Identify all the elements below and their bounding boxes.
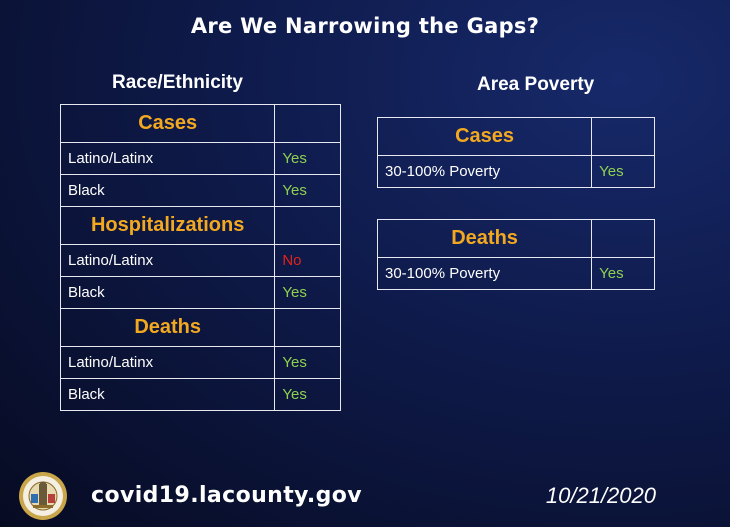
table-row: Black Yes: [59, 378, 341, 411]
section-header-row: Hospitalizations: [59, 206, 341, 245]
table-row: Latino/Latinx Yes: [59, 346, 341, 379]
website-link[interactable]: covid19.lacounty.gov: [91, 483, 363, 508]
deaths-section-label: Deaths: [376, 219, 593, 258]
group-label: Black: [59, 378, 276, 411]
answer-cell: Yes: [274, 346, 341, 379]
poverty-deaths-table: Deaths 30-100% Poverty Yes: [376, 219, 655, 290]
slide-date: 10/21/2020: [545, 483, 656, 508]
section-header-row: Deaths: [376, 219, 655, 258]
group-label: 30-100% Poverty: [376, 155, 593, 188]
section-header-row: Cases: [376, 117, 655, 156]
group-label: Latino/Latinx: [59, 346, 276, 379]
section-header-row: Deaths: [59, 308, 341, 347]
group-label: Black: [59, 276, 276, 309]
answer-cell: Yes: [274, 174, 341, 207]
cases-section-label: Cases: [59, 104, 276, 143]
answer-cell: No: [274, 244, 341, 277]
table-row: Latino/Latinx No: [59, 244, 341, 277]
group-label: Latino/Latinx: [59, 244, 276, 277]
group-label: Black: [59, 174, 276, 207]
table-row: 30-100% Poverty Yes: [376, 257, 655, 290]
table-row: Latino/Latinx Yes: [59, 142, 341, 175]
table-row: Black Yes: [59, 174, 341, 207]
group-label: Latino/Latinx: [59, 142, 276, 175]
answer-cell: Yes: [274, 276, 341, 309]
area-poverty-heading: Area Poverty: [477, 74, 595, 95]
county-seal-icon: [19, 472, 67, 520]
cases-section-label: Cases: [376, 117, 593, 156]
race-ethnicity-table: Cases Latino/Latinx Yes Black Yes Hospit…: [59, 104, 341, 411]
answer-cell: Yes: [591, 155, 655, 188]
race-ethnicity-heading: Race/Ethnicity: [112, 72, 243, 93]
group-label: 30-100% Poverty: [376, 257, 593, 290]
slide-title: Are We Narrowing the Gaps?: [190, 14, 540, 38]
deaths-section-label: Deaths: [59, 308, 276, 347]
answer-cell: Yes: [591, 257, 655, 290]
answer-cell: Yes: [274, 142, 341, 175]
section-header-row: Cases: [59, 104, 341, 143]
answer-cell: Yes: [274, 378, 341, 411]
poverty-cases-table: Cases 30-100% Poverty Yes: [376, 117, 655, 188]
hospitalizations-section-label: Hospitalizations: [59, 206, 276, 245]
table-row: 30-100% Poverty Yes: [376, 155, 655, 188]
table-row: Black Yes: [59, 276, 341, 309]
